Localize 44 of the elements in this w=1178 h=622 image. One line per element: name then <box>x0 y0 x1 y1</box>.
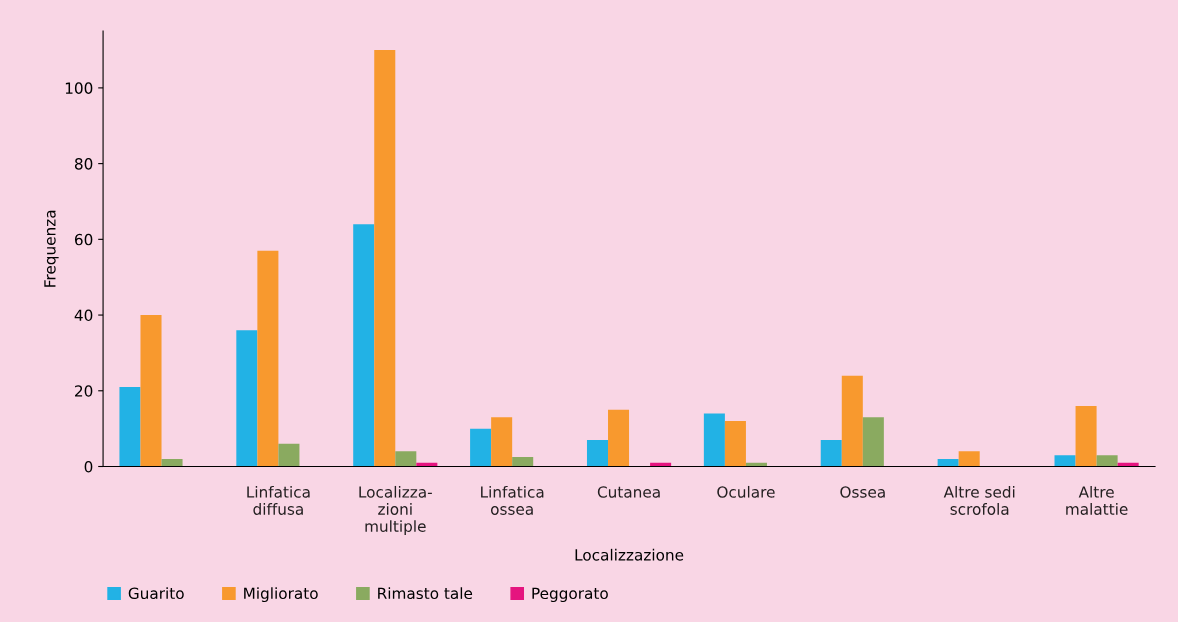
y-tick-label: 80 <box>74 158 93 170</box>
y-tick-label: 0 <box>84 460 93 473</box>
bar <box>161 458 183 467</box>
bar <box>374 50 396 467</box>
x-tick-label: Linfatica ossea <box>481 485 544 515</box>
bar <box>119 386 141 467</box>
bar <box>257 250 279 467</box>
y-axis-title: Frequenza <box>44 210 59 287</box>
y-tick-label: 40 <box>74 309 93 322</box>
bar <box>937 458 959 467</box>
bar <box>724 421 746 467</box>
legend-label: Rimasto tale <box>378 587 473 600</box>
legend-label: Migliorato <box>244 587 318 603</box>
x-tick-label: Localizza- zioni multiple <box>359 485 432 535</box>
bar <box>703 413 725 467</box>
bar <box>353 224 375 467</box>
bar <box>862 417 884 467</box>
bar <box>278 443 300 467</box>
bar <box>1054 455 1076 467</box>
y-tick-label: 20 <box>75 385 93 397</box>
bar <box>608 409 630 467</box>
x-tick-label: Oculare <box>717 485 775 498</box>
bar <box>140 315 162 467</box>
x-tick-label: Cutanea <box>597 486 660 498</box>
bar <box>470 428 492 467</box>
x-tick-label: Altre malattie <box>1066 485 1128 515</box>
y-tick-label: 60 <box>74 233 93 246</box>
x-tick-label: Altre sedi scrofola <box>943 485 1015 515</box>
x-tick-label: Linfatica diffusa <box>247 485 310 515</box>
x-axis-title: Localizzazione <box>575 548 684 561</box>
bar <box>841 375 863 467</box>
bar <box>491 417 513 467</box>
bar <box>1096 455 1118 467</box>
y-tick-label: 100 <box>65 82 93 94</box>
bar <box>820 440 842 467</box>
bar <box>236 330 258 467</box>
bar <box>958 451 980 467</box>
bar <box>1075 405 1097 467</box>
x-tick-label: Ossea <box>840 486 885 498</box>
bar <box>586 440 609 467</box>
legend-label: Peggorato <box>532 587 608 603</box>
bar <box>395 451 417 467</box>
legend-label: Guarito <box>128 587 184 600</box>
bar <box>512 457 534 467</box>
